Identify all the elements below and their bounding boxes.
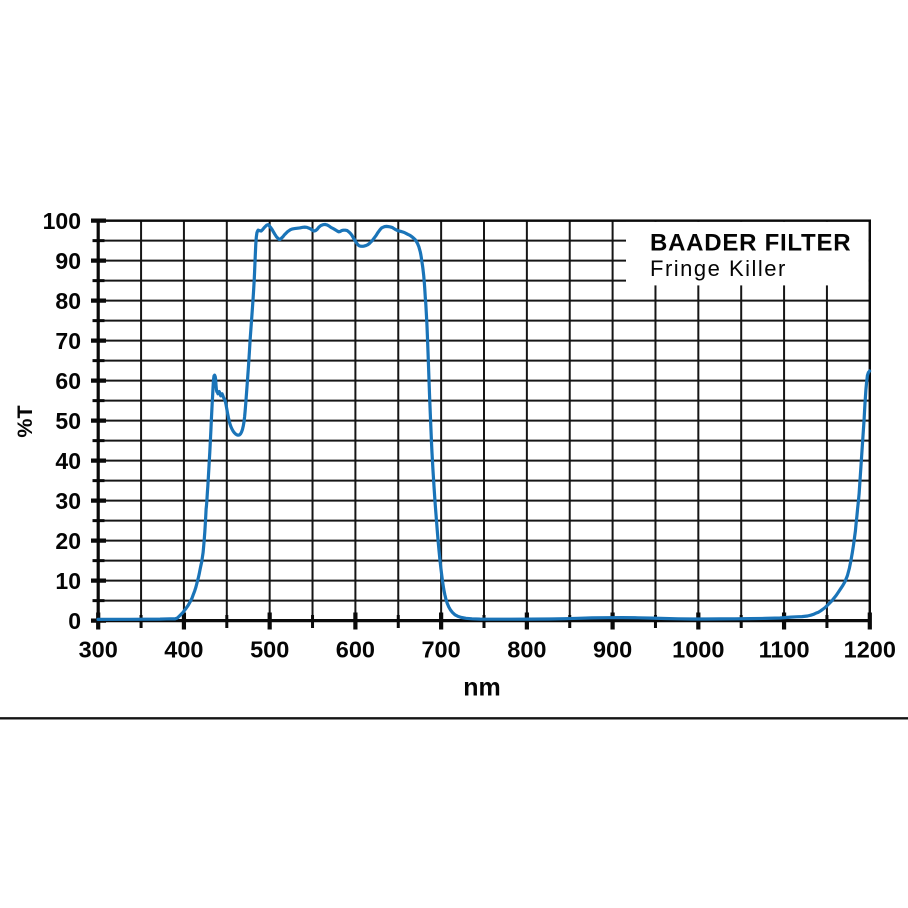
svg-text:BAADER FILTER: BAADER FILTER <box>650 230 851 257</box>
svg-text:20: 20 <box>55 528 81 554</box>
svg-text:Fringe Killer: Fringe Killer <box>650 256 787 281</box>
svg-text:1000: 1000 <box>672 637 724 663</box>
svg-text:30: 30 <box>55 488 81 514</box>
svg-text:700: 700 <box>421 637 460 663</box>
svg-text:800: 800 <box>507 637 546 663</box>
svg-text:400: 400 <box>164 637 203 663</box>
svg-text:600: 600 <box>336 637 375 663</box>
svg-text:500: 500 <box>250 637 289 663</box>
svg-text:100: 100 <box>43 208 81 234</box>
svg-text:0: 0 <box>68 608 81 634</box>
svg-text:900: 900 <box>593 637 632 663</box>
svg-text:60: 60 <box>55 368 81 394</box>
svg-text:10: 10 <box>55 568 81 594</box>
svg-text:40: 40 <box>55 448 81 474</box>
svg-text:50: 50 <box>55 408 81 434</box>
svg-text:%T: %T <box>13 405 37 437</box>
svg-text:300: 300 <box>79 637 118 663</box>
svg-text:80: 80 <box>55 288 81 314</box>
svg-text:90: 90 <box>55 248 81 274</box>
svg-text:1100: 1100 <box>759 637 810 663</box>
svg-text:70: 70 <box>55 328 81 354</box>
svg-text:nm: nm <box>463 674 501 702</box>
svg-text:1200: 1200 <box>844 637 896 663</box>
